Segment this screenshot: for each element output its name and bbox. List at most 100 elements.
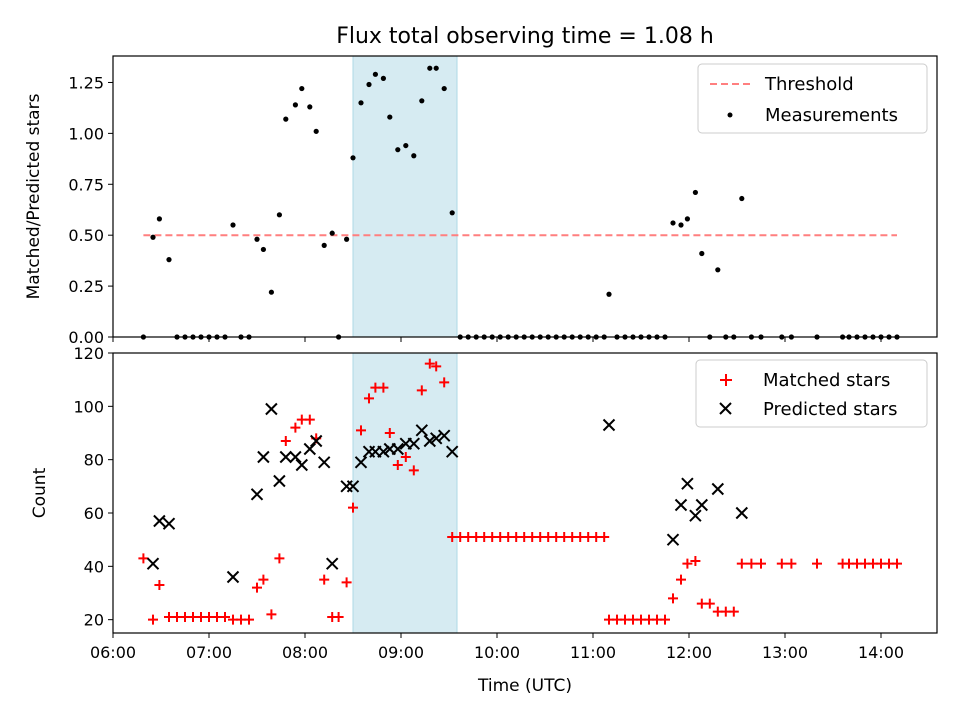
count-y-tick-label: 60 xyxy=(84,504,104,523)
measurement-point xyxy=(419,98,425,104)
ratio-y-tick-label: 1.25 xyxy=(68,73,104,92)
legend-measurements-swatch xyxy=(727,112,733,118)
predicted-star-point xyxy=(325,557,339,570)
legend-predicted-label: Predicted stars xyxy=(763,399,897,420)
matched-star-point xyxy=(416,385,427,396)
observing-window-shade-lower xyxy=(352,352,458,634)
predicted-star-point xyxy=(226,570,240,584)
predicted-star-point xyxy=(429,432,443,445)
predicted-star-point xyxy=(681,477,694,490)
measurement-point xyxy=(166,257,172,263)
predicted-star-point xyxy=(666,533,680,546)
measurement-point xyxy=(433,65,439,71)
predicted-star-point xyxy=(153,514,166,528)
measurement-point xyxy=(411,153,417,159)
matched-star-point xyxy=(439,377,450,388)
predicted-star-point xyxy=(295,458,309,472)
time-x-tick-label: 10:00 xyxy=(474,643,520,662)
predicted-star-point xyxy=(377,445,390,458)
time-x-tick-label: 09:00 xyxy=(378,643,424,662)
matched-star-point xyxy=(690,556,701,566)
measurement-point xyxy=(739,195,745,202)
predicted-star-point xyxy=(695,498,709,512)
measurement-point xyxy=(366,81,372,88)
time-x-tick-label: 08:00 xyxy=(282,643,328,662)
matched-star-point xyxy=(364,393,374,404)
ratio-panel: 0.00 0.25 0.50 0.75 1.00 1.25 Matched/Predict… xyxy=(24,55,938,347)
predicted-star-point xyxy=(303,442,317,456)
matched-star-point xyxy=(348,502,358,513)
ratio-y-tick-label: 1.00 xyxy=(68,124,104,143)
matched-star-point xyxy=(252,582,262,593)
count-y-axis-label: Count xyxy=(30,467,50,518)
predicted-star-point xyxy=(146,557,160,570)
matched-star-point xyxy=(776,558,787,569)
count-panel: 20 40 60 80 100 120 06:00 07:00 08:00 09:00 10:00… xyxy=(30,344,938,696)
measurement-point xyxy=(329,230,335,236)
matched-star-point xyxy=(319,574,330,585)
legend-matched-swatch xyxy=(720,374,732,386)
matched-star-point xyxy=(378,382,389,393)
matched-star-point xyxy=(676,574,686,585)
matched-star-point xyxy=(290,422,301,433)
count-legend: Matched stars Predicted stars xyxy=(695,359,928,428)
matched-star-point xyxy=(266,609,277,620)
matched-star-point xyxy=(728,606,739,617)
measurement-point xyxy=(350,155,356,161)
ratio-y-tick-label: 0.50 xyxy=(68,226,104,245)
matched-star-point xyxy=(148,614,158,625)
count-panel-frame xyxy=(112,352,938,634)
measurement-point xyxy=(684,216,691,222)
measurement-point xyxy=(699,250,705,257)
predicted-star-point xyxy=(689,509,702,522)
matched-star-point xyxy=(244,614,254,625)
matched-star-point xyxy=(341,577,352,588)
measurement-point xyxy=(260,246,266,253)
predicted-star-point xyxy=(735,506,749,520)
measurement-point xyxy=(313,128,319,134)
predicted-star-point xyxy=(445,445,459,458)
ratio-legend: Threshold Measurements xyxy=(697,63,928,134)
measurement-point xyxy=(678,222,684,228)
measurement-point xyxy=(692,189,699,196)
measurement-point xyxy=(254,236,260,242)
observing-window-shade xyxy=(352,55,458,338)
matched-star-point xyxy=(756,558,766,569)
predicted-star-point xyxy=(415,424,429,437)
matched-star-point xyxy=(280,436,291,446)
measurement-point xyxy=(395,147,401,153)
matched-star-point xyxy=(384,428,395,438)
measurement-point xyxy=(321,242,327,248)
legend-measurements-label: Measurements xyxy=(765,105,898,126)
measurement-point xyxy=(299,85,305,92)
measurement-point xyxy=(606,291,612,297)
time-x-tick-label: 06:00 xyxy=(90,643,136,662)
measurement-point xyxy=(403,142,409,149)
matched-star-point xyxy=(682,558,693,569)
predicted-star-point xyxy=(391,442,405,456)
ratio-y-tick-label: 0.25 xyxy=(68,277,104,296)
measurement-point xyxy=(441,85,447,92)
ratio-panel-frame xyxy=(112,55,938,338)
predicted-star-point xyxy=(407,437,421,450)
legend-matched-label: Matched stars xyxy=(763,370,890,391)
predicted-star-point xyxy=(346,480,360,493)
predicted-star-point xyxy=(354,456,368,469)
ratio-y-tick-label: 0.00 xyxy=(68,328,104,347)
matched-star-point xyxy=(408,465,419,476)
count-y-tick-label: 80 xyxy=(84,451,104,470)
count-y-tick-label: 100 xyxy=(73,397,104,416)
measurement-point xyxy=(344,236,350,242)
measurement-point xyxy=(268,289,274,295)
count-y-tick-label: 120 xyxy=(73,344,104,363)
predicted-star-point xyxy=(602,418,616,432)
matched-star-point xyxy=(660,614,670,625)
measurement-point xyxy=(387,114,393,120)
measurement-point xyxy=(427,65,433,71)
ratio-y-tick-label: 0.75 xyxy=(68,175,104,194)
count-y-tick-label: 40 xyxy=(84,557,104,576)
predicted-star-point xyxy=(162,517,176,530)
matched-star-point xyxy=(736,558,747,569)
predicted-star-point xyxy=(257,450,270,464)
